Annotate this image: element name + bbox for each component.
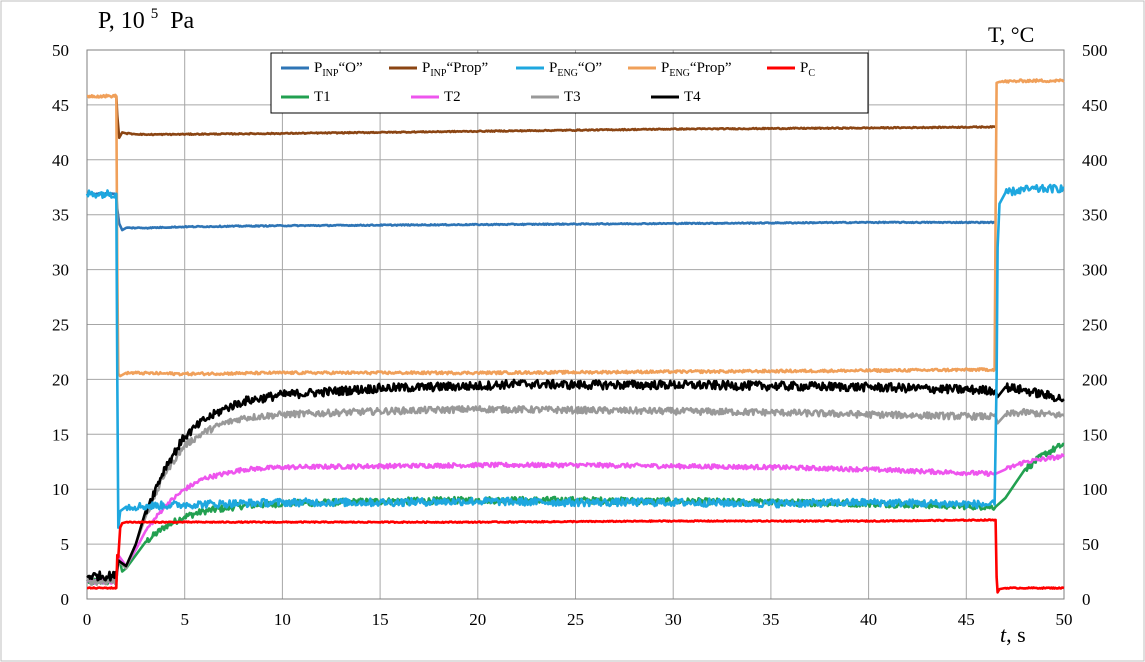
legend-label: PENG“O” bbox=[549, 60, 602, 79]
legend-item: PENG“O” bbox=[516, 60, 602, 79]
x-tick-label: 35 bbox=[762, 610, 779, 629]
x-tick-label: 45 bbox=[958, 610, 975, 629]
y-right-tick-label: 450 bbox=[1082, 96, 1108, 115]
y-left-tick-label: 45 bbox=[52, 96, 69, 115]
y-left-tick-label: 30 bbox=[52, 261, 69, 280]
y-right-axis-title: T, °C bbox=[988, 22, 1034, 47]
y-right-tick-label: 250 bbox=[1082, 316, 1108, 335]
plot-area-frame bbox=[86, 49, 1065, 600]
x-tick-label: 40 bbox=[860, 610, 877, 629]
x-axis-title-unit: , s bbox=[1006, 622, 1026, 647]
y-left-tick-label: 5 bbox=[61, 535, 70, 554]
series-line-peng-3 bbox=[86, 78, 1065, 378]
y-right-tick-label: 350 bbox=[1082, 206, 1108, 225]
y-left-tick-label: 50 bbox=[52, 41, 69, 60]
y-left-tick-label: 35 bbox=[52, 206, 69, 225]
x-tick-label: 20 bbox=[469, 610, 486, 629]
y-right-tick-label: 400 bbox=[1082, 151, 1108, 170]
legend-items: PINP“O” PINP“Prop” PENG“O” PENG“Prop” PC T1 T2… bbox=[281, 60, 815, 105]
y-right-tick-label: 200 bbox=[1082, 370, 1108, 389]
y-left-tick-label: 10 bbox=[52, 480, 69, 499]
legend-label: T3 bbox=[564, 89, 581, 105]
x-tick-label: 10 bbox=[274, 610, 291, 629]
legend-item: PINP“Prop” bbox=[389, 60, 488, 79]
y-left-tick-label: 20 bbox=[52, 370, 69, 389]
legend-label: T2 bbox=[444, 89, 461, 105]
x-tick-label: 5 bbox=[180, 610, 189, 629]
x-tick-label: 25 bbox=[567, 610, 584, 629]
legend: PINP“O” PINP“Prop” PENG“O” PENG“Prop” PC T1 T2… bbox=[270, 52, 869, 114]
x-axis-title: t, s bbox=[1000, 622, 1026, 647]
tick-labels: 0 5 10 15 20 25 30 35 40 45 5005101520253035404550… bbox=[52, 41, 1108, 629]
legend-label: PC bbox=[800, 60, 815, 79]
series-line-t3-7 bbox=[85, 404, 1065, 586]
y-left-tick-label: 15 bbox=[52, 425, 69, 444]
y-right-tick-label: 50 bbox=[1082, 535, 1099, 554]
y-right-tick-label: 0 bbox=[1082, 590, 1091, 609]
y-left-axis-title-unit: Pa bbox=[170, 8, 194, 34]
y-left-axis-title-text: P, 10 bbox=[98, 8, 145, 34]
legend-label: PINP“Prop” bbox=[422, 60, 488, 79]
legend-box bbox=[270, 52, 869, 114]
x-tick-label: 15 bbox=[372, 610, 389, 629]
series-line-t2-6 bbox=[86, 453, 1065, 585]
y-right-tick-label: 500 bbox=[1082, 41, 1108, 60]
y-left-axis-title: P, 10 5 Pa bbox=[98, 0, 195, 34]
y-right-tick-label: 100 bbox=[1082, 480, 1108, 499]
x-axis-title-var: t bbox=[1000, 622, 1007, 647]
y-left-tick-label: 0 bbox=[61, 590, 70, 609]
x-tick-label: 50 bbox=[1056, 610, 1073, 629]
series-line-pc-4 bbox=[86, 518, 1065, 594]
legend-label: PINP“O” bbox=[314, 60, 363, 79]
series-line-peng-2 bbox=[85, 183, 1065, 529]
series-layer bbox=[85, 78, 1065, 594]
legend-item: PINP“O” bbox=[281, 60, 363, 79]
legend-label: T1 bbox=[314, 89, 331, 105]
series-line-t4-8 bbox=[86, 378, 1065, 582]
series-line-pinp-0 bbox=[86, 192, 996, 232]
y-left-tick-label: 40 bbox=[52, 151, 69, 170]
legend-item: PENG“Prop” bbox=[628, 60, 732, 79]
legend-label: T4 bbox=[684, 89, 701, 105]
y-left-tick-label: 25 bbox=[52, 316, 69, 335]
y-left-axis-title-exponent: 5 bbox=[151, 6, 159, 22]
legend-item: T1 bbox=[281, 89, 331, 105]
legend-item: T4 bbox=[651, 89, 701, 105]
legend-item: PC bbox=[767, 60, 815, 79]
legend-item: T2 bbox=[411, 89, 461, 105]
legend-item: T3 bbox=[531, 89, 581, 105]
legend-label: PENG“Prop” bbox=[661, 60, 732, 79]
x-tick-label: 30 bbox=[665, 610, 682, 629]
y-right-tick-label: 150 bbox=[1082, 425, 1108, 444]
y-right-tick-label: 300 bbox=[1082, 261, 1108, 280]
x-tick-label: 0 bbox=[83, 610, 92, 629]
series-line-pinp-1 bbox=[115, 96, 996, 140]
